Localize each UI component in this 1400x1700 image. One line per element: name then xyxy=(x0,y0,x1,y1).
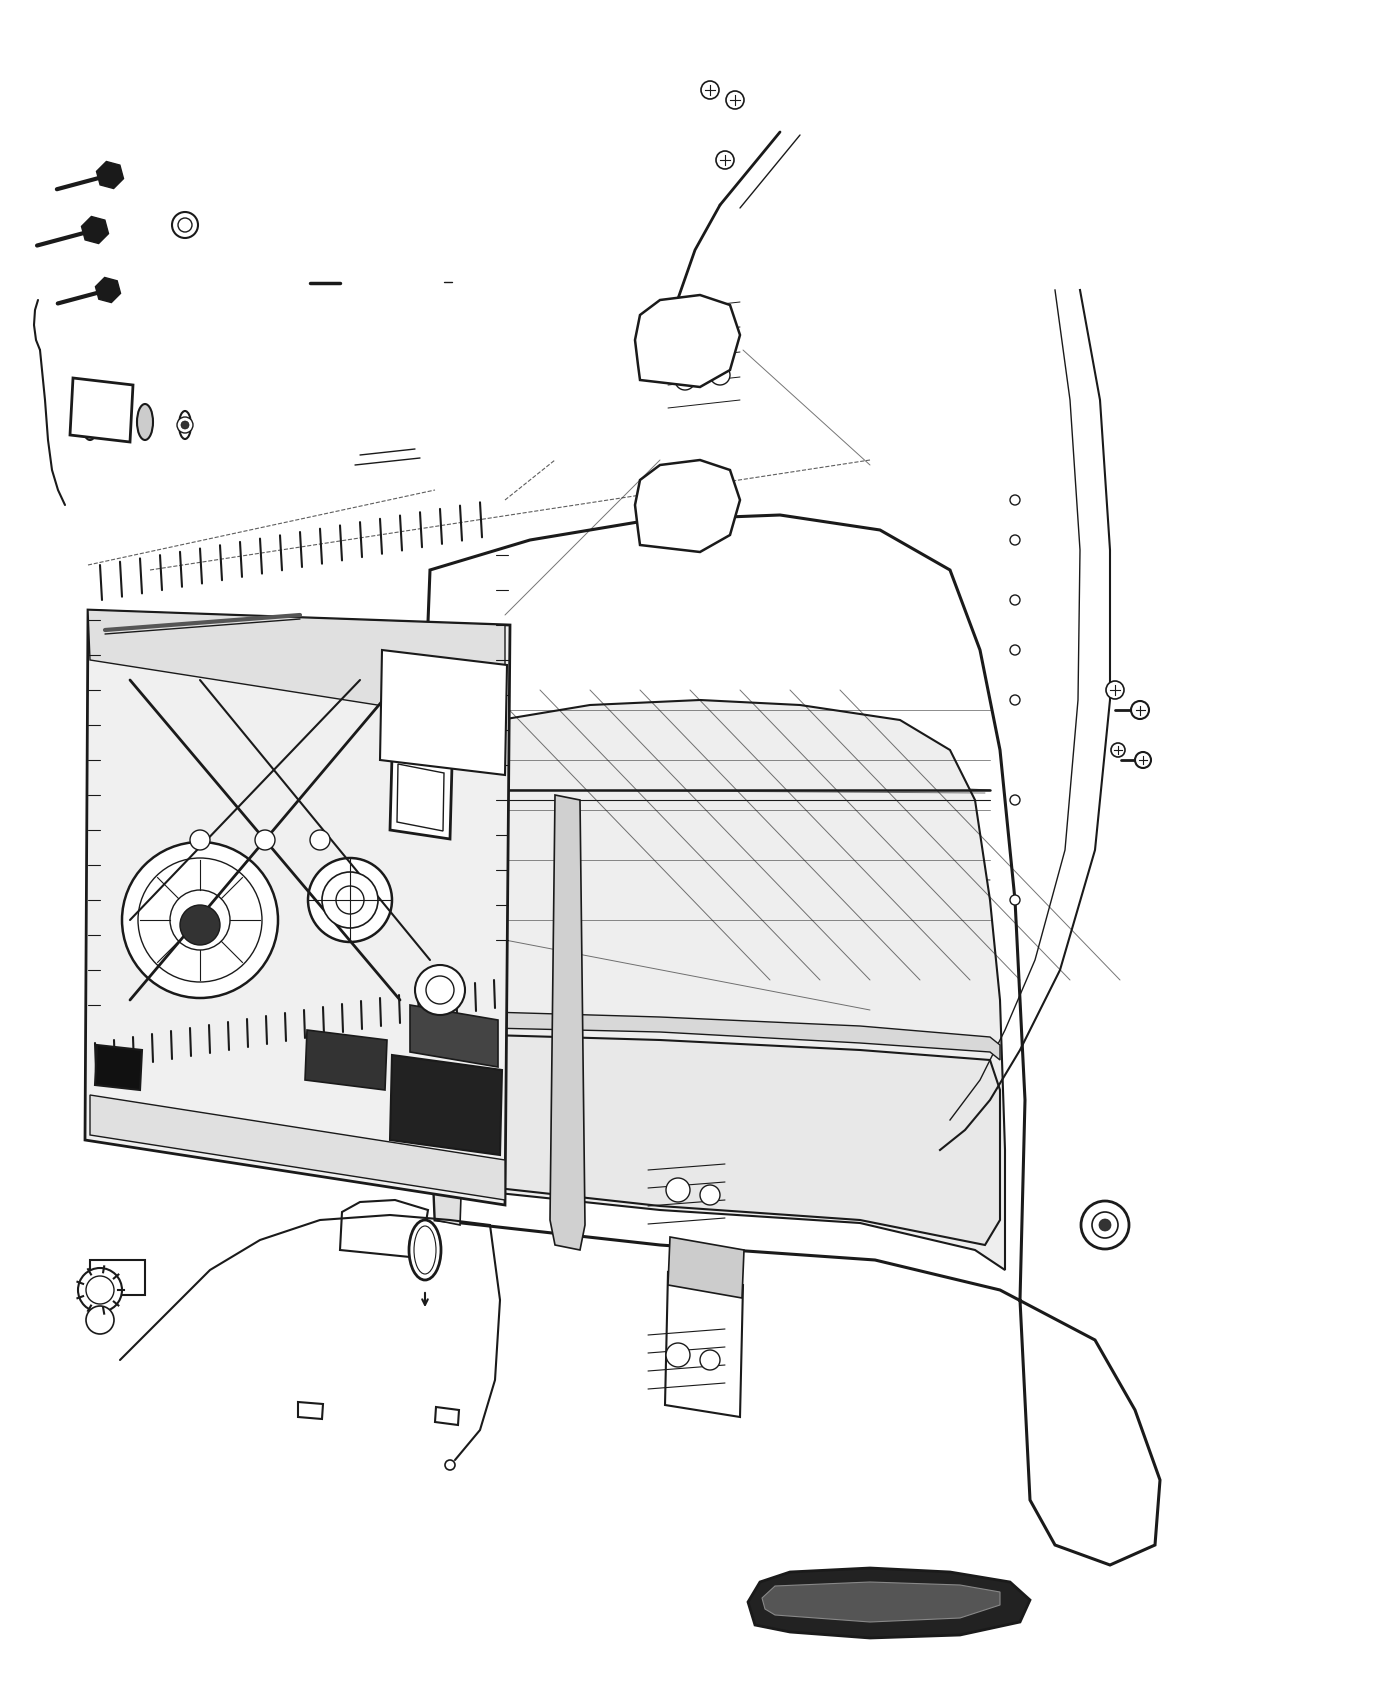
Circle shape xyxy=(188,908,211,932)
Polygon shape xyxy=(95,1046,141,1090)
Circle shape xyxy=(1106,682,1124,699)
Ellipse shape xyxy=(137,405,153,440)
Circle shape xyxy=(172,212,197,238)
Polygon shape xyxy=(462,1012,1000,1061)
Circle shape xyxy=(1135,751,1151,768)
Circle shape xyxy=(710,304,729,325)
Circle shape xyxy=(190,830,210,850)
Polygon shape xyxy=(298,1402,323,1420)
Polygon shape xyxy=(458,1035,1000,1244)
Polygon shape xyxy=(430,690,465,1226)
Circle shape xyxy=(1099,1219,1112,1231)
Polygon shape xyxy=(70,377,133,442)
Circle shape xyxy=(176,416,193,434)
Circle shape xyxy=(666,1343,690,1367)
Circle shape xyxy=(85,1306,113,1335)
Circle shape xyxy=(700,1185,720,1205)
Circle shape xyxy=(1092,1212,1119,1238)
Circle shape xyxy=(122,842,279,998)
Ellipse shape xyxy=(179,411,190,439)
Ellipse shape xyxy=(83,405,98,440)
Polygon shape xyxy=(90,1260,146,1295)
Circle shape xyxy=(445,1460,455,1470)
Circle shape xyxy=(1009,796,1021,806)
Circle shape xyxy=(1131,700,1149,719)
Circle shape xyxy=(1009,644,1021,654)
Polygon shape xyxy=(748,1567,1030,1639)
Circle shape xyxy=(675,309,694,330)
Circle shape xyxy=(255,830,274,850)
Circle shape xyxy=(178,218,192,231)
Circle shape xyxy=(700,1350,720,1370)
Circle shape xyxy=(1009,536,1021,546)
Circle shape xyxy=(169,891,230,950)
Circle shape xyxy=(322,872,378,928)
Circle shape xyxy=(710,366,729,384)
Polygon shape xyxy=(449,700,1005,1270)
Polygon shape xyxy=(85,610,510,1205)
Polygon shape xyxy=(379,649,507,775)
Polygon shape xyxy=(550,796,585,1250)
Circle shape xyxy=(336,886,364,915)
Polygon shape xyxy=(762,1583,1000,1622)
Polygon shape xyxy=(88,610,505,724)
Circle shape xyxy=(85,1277,113,1304)
Polygon shape xyxy=(665,1272,743,1418)
Polygon shape xyxy=(410,1005,498,1068)
Polygon shape xyxy=(305,1030,386,1090)
Circle shape xyxy=(308,858,392,942)
Circle shape xyxy=(139,858,262,983)
Polygon shape xyxy=(391,756,452,840)
Circle shape xyxy=(181,422,189,428)
Polygon shape xyxy=(636,296,741,388)
Polygon shape xyxy=(398,763,444,831)
Circle shape xyxy=(715,151,734,168)
Polygon shape xyxy=(90,1095,505,1200)
Circle shape xyxy=(1009,495,1021,505)
Polygon shape xyxy=(426,515,1161,1566)
Ellipse shape xyxy=(414,1226,435,1273)
Polygon shape xyxy=(636,461,741,552)
Circle shape xyxy=(414,966,465,1015)
Polygon shape xyxy=(340,1200,428,1258)
Circle shape xyxy=(1009,595,1021,605)
Circle shape xyxy=(426,976,454,1005)
Circle shape xyxy=(727,92,743,109)
Circle shape xyxy=(1112,743,1126,756)
Circle shape xyxy=(701,82,720,99)
Circle shape xyxy=(666,1178,690,1202)
Circle shape xyxy=(1009,894,1021,904)
Circle shape xyxy=(1009,695,1021,706)
Circle shape xyxy=(181,904,220,945)
Polygon shape xyxy=(668,1238,743,1299)
Circle shape xyxy=(309,830,330,850)
Circle shape xyxy=(1081,1200,1128,1250)
Polygon shape xyxy=(391,1056,503,1154)
Circle shape xyxy=(78,1268,122,1312)
Circle shape xyxy=(675,371,694,389)
Ellipse shape xyxy=(409,1221,441,1280)
Polygon shape xyxy=(435,1408,459,1425)
